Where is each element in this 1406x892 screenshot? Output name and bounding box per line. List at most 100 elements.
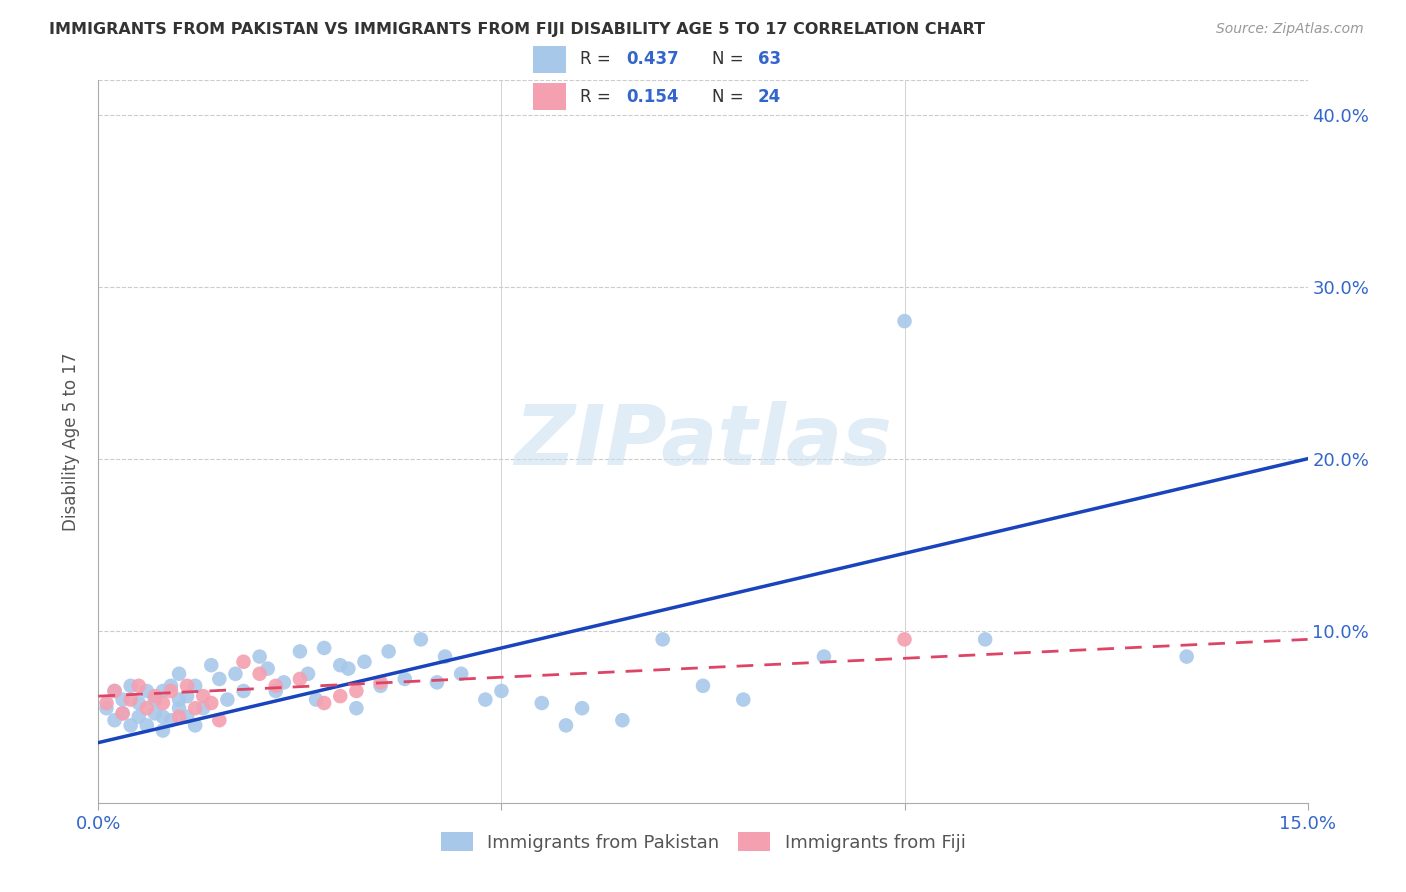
Point <box>893 314 915 328</box>
Point <box>434 649 457 664</box>
Point <box>128 710 150 724</box>
Point <box>176 710 198 724</box>
Point <box>893 632 915 647</box>
Text: R =: R = <box>579 51 616 69</box>
Point <box>152 696 174 710</box>
Point <box>264 679 287 693</box>
Point <box>377 644 399 658</box>
Point <box>370 679 392 693</box>
Point <box>329 689 352 703</box>
Legend: Immigrants from Pakistan, Immigrants from Fiji: Immigrants from Pakistan, Immigrants fro… <box>433 825 973 859</box>
Point <box>184 718 207 732</box>
Point <box>733 692 755 706</box>
Point <box>193 701 215 715</box>
Point <box>394 672 416 686</box>
Point <box>143 706 166 721</box>
Point <box>426 675 449 690</box>
Point <box>111 706 134 721</box>
Point <box>152 723 174 738</box>
Text: IMMIGRANTS FROM PAKISTAN VS IMMIGRANTS FROM FIJI DISABILITY AGE 5 TO 17 CORRELAT: IMMIGRANTS FROM PAKISTAN VS IMMIGRANTS F… <box>49 22 986 37</box>
Point <box>167 701 190 715</box>
Point <box>111 706 134 721</box>
Point <box>143 689 166 703</box>
Bar <box>533 83 567 111</box>
Point <box>217 692 239 706</box>
Text: 63: 63 <box>758 51 782 69</box>
Point <box>813 649 835 664</box>
Point <box>103 684 125 698</box>
Point <box>530 696 553 710</box>
Point <box>344 684 367 698</box>
Point <box>152 710 174 724</box>
Point <box>571 701 593 715</box>
Text: Source: ZipAtlas.com: Source: ZipAtlas.com <box>1216 22 1364 37</box>
Text: R =: R = <box>579 87 616 105</box>
Point <box>450 666 472 681</box>
Point <box>344 701 367 715</box>
Point <box>974 632 997 647</box>
Point <box>353 655 375 669</box>
Point <box>128 679 150 693</box>
Point <box>249 649 271 664</box>
Point <box>329 658 352 673</box>
Point <box>184 679 207 693</box>
Bar <box>533 45 567 73</box>
Point <box>555 718 578 732</box>
Point <box>612 713 634 727</box>
Point <box>143 692 166 706</box>
Point <box>96 701 118 715</box>
Text: 0.437: 0.437 <box>626 51 679 69</box>
Point <box>160 684 183 698</box>
Point <box>409 632 432 647</box>
Point <box>288 644 311 658</box>
Point <box>111 692 134 706</box>
Point <box>314 640 336 655</box>
Point <box>256 662 278 676</box>
Point <box>193 689 215 703</box>
Point <box>128 696 150 710</box>
Y-axis label: Disability Age 5 to 17: Disability Age 5 to 17 <box>62 352 80 531</box>
Point <box>120 692 142 706</box>
Point <box>160 679 183 693</box>
Point <box>176 679 198 693</box>
Point <box>176 689 198 703</box>
Point <box>208 672 231 686</box>
Point <box>184 701 207 715</box>
Point <box>200 658 222 673</box>
Point <box>167 692 190 706</box>
Point <box>152 684 174 698</box>
Point <box>288 672 311 686</box>
Point <box>120 679 142 693</box>
Point <box>297 666 319 681</box>
Text: 24: 24 <box>758 87 782 105</box>
Point <box>474 692 496 706</box>
Point <box>135 718 157 732</box>
Text: N =: N = <box>711 87 749 105</box>
Point <box>160 713 183 727</box>
Point <box>103 713 125 727</box>
Point <box>120 718 142 732</box>
Point <box>96 696 118 710</box>
Point <box>135 701 157 715</box>
Point <box>249 666 271 681</box>
Point <box>305 692 328 706</box>
Point <box>370 675 392 690</box>
Point <box>491 684 513 698</box>
Point <box>232 684 254 698</box>
Text: 0.154: 0.154 <box>626 87 679 105</box>
Point <box>200 696 222 710</box>
Point <box>135 684 157 698</box>
Point <box>103 684 125 698</box>
Point <box>232 655 254 669</box>
Text: N =: N = <box>711 51 749 69</box>
Point <box>167 666 190 681</box>
Point <box>1175 649 1198 664</box>
Point <box>224 666 246 681</box>
Point <box>314 696 336 710</box>
Point <box>208 713 231 727</box>
Point <box>337 662 360 676</box>
Text: ZIPatlas: ZIPatlas <box>515 401 891 482</box>
Point <box>692 679 714 693</box>
Point <box>273 675 295 690</box>
Point <box>167 710 190 724</box>
